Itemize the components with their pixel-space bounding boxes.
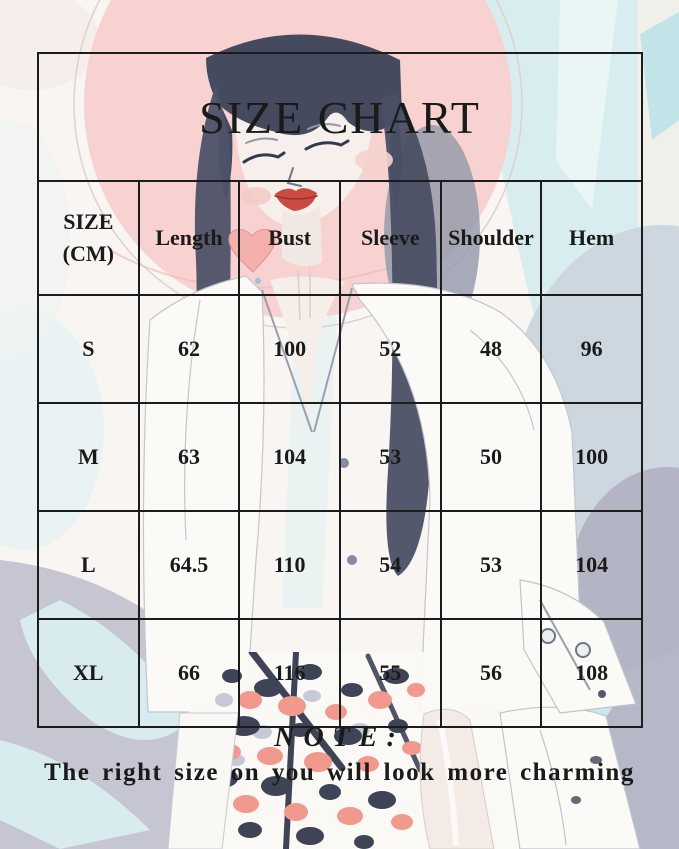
cell-m-length: 63 bbox=[137, 402, 241, 512]
cell-m-shoulder: 50 bbox=[439, 402, 543, 512]
cell-xl-length: 66 bbox=[137, 618, 241, 728]
row-label-xl: XL bbox=[37, 618, 140, 728]
row-label-s: S bbox=[37, 294, 140, 404]
table-row-m: M 63 104 53 50 100 bbox=[37, 402, 643, 512]
cell-xl-sleeve: 55 bbox=[338, 618, 442, 728]
cell-l-hem: 104 bbox=[540, 510, 643, 620]
cell-m-sleeve: 53 bbox=[338, 402, 442, 512]
cell-l-length: 64.5 bbox=[137, 510, 241, 620]
row-label-l: L bbox=[37, 510, 140, 620]
cell-xl-bust: 116 bbox=[238, 618, 341, 728]
table-row-s: S 62 100 52 48 96 bbox=[37, 294, 643, 404]
cell-l-bust: 110 bbox=[238, 510, 341, 620]
cell-m-bust: 104 bbox=[238, 402, 341, 512]
cell-s-shoulder: 48 bbox=[439, 294, 543, 404]
cell-s-sleeve: 52 bbox=[338, 294, 442, 404]
table-row-xl: XL 66 116 55 56 108 bbox=[37, 618, 643, 728]
table-row-l: L 64.5 110 54 53 104 bbox=[37, 510, 643, 620]
column-header-bust: Bust bbox=[238, 180, 341, 296]
cell-xl-hem: 108 bbox=[540, 618, 643, 728]
size-chart-table: SIZE CHART SIZE (CM) Length Bust Sleeve … bbox=[37, 52, 643, 728]
cell-xl-shoulder: 56 bbox=[439, 618, 543, 728]
note-text: The right size on you will look more cha… bbox=[44, 759, 635, 786]
column-header-hem: Hem bbox=[540, 180, 643, 296]
column-header-shoulder: Shoulder bbox=[439, 180, 543, 296]
column-header-length: Length bbox=[137, 180, 241, 296]
cell-m-hem: 100 bbox=[540, 402, 643, 512]
cell-l-shoulder: 53 bbox=[439, 510, 543, 620]
row-label-m: M bbox=[37, 402, 140, 512]
cell-l-sleeve: 54 bbox=[338, 510, 442, 620]
column-header-size-cm: SIZE (CM) bbox=[37, 180, 140, 296]
note-section: NOTE: The right size on you will look mo… bbox=[0, 722, 679, 787]
cell-s-length: 62 bbox=[137, 294, 241, 404]
cell-s-hem: 96 bbox=[540, 294, 643, 404]
page-title: SIZE CHART bbox=[37, 52, 643, 182]
column-header-sleeve: Sleeve bbox=[338, 180, 442, 296]
note-label: NOTE: bbox=[274, 722, 405, 753]
cell-s-bust: 100 bbox=[238, 294, 341, 404]
